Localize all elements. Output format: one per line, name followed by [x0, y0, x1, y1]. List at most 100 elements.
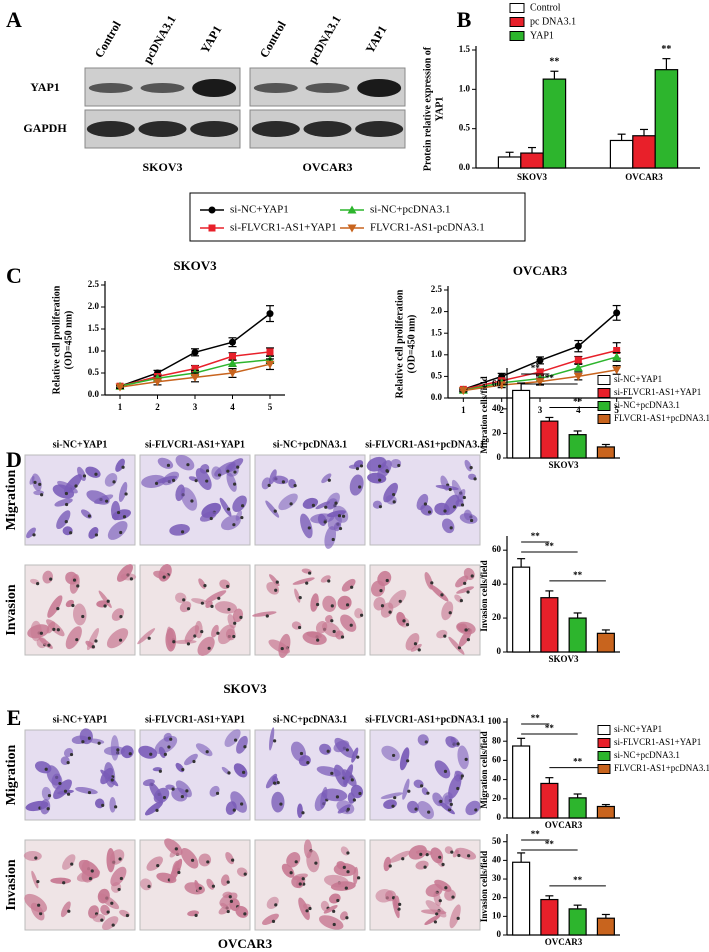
cell-blob: [341, 578, 356, 592]
cell-dot: [71, 603, 75, 608]
cell-blob: [110, 500, 121, 521]
cell-dot: [433, 920, 437, 924]
cell-dot: [232, 808, 236, 812]
x-axis-label: OVCAR3: [545, 937, 583, 947]
y-axis-label: Migration cells/field: [479, 376, 489, 453]
legend-swatch: [597, 414, 611, 424]
cell-dot: [378, 505, 383, 509]
bar: [540, 782, 559, 819]
cell-dot: [64, 502, 69, 507]
cell-dot: [305, 909, 309, 913]
cell-blob: [118, 481, 128, 502]
cell-dot: [206, 860, 210, 864]
significance: **: [531, 829, 541, 839]
cell-blob: [153, 787, 170, 804]
cell-dot: [215, 791, 220, 795]
cell-dot: [106, 910, 110, 914]
y-tick-label: 20: [492, 892, 502, 902]
point: [573, 372, 583, 381]
cell-blob: [405, 632, 420, 651]
cell-dot: [56, 606, 60, 611]
cell-dot: [391, 753, 396, 758]
cell-dot: [122, 515, 127, 519]
cell-blob: [107, 521, 128, 540]
cell-dot: [417, 648, 421, 652]
cell-dot: [449, 526, 453, 530]
cell-dot: [456, 786, 460, 791]
point: [574, 342, 582, 350]
cell-blob: [278, 493, 298, 511]
cell-blob: [40, 799, 51, 815]
legend-swatch: [597, 738, 611, 748]
x-tick-label: 5: [614, 405, 619, 415]
cell-dot: [438, 899, 442, 903]
error-bar: [601, 913, 610, 919]
cell-dot: [305, 581, 309, 585]
cell-blob: [444, 795, 453, 810]
cell-dot: [33, 480, 37, 484]
cell-blob: [396, 611, 406, 626]
cell-line-label: SKOV3: [223, 681, 267, 696]
cell-blob: [271, 791, 285, 813]
blot-band: [253, 83, 298, 93]
y-tick-label: 0.0: [431, 392, 443, 402]
cell-dot: [272, 781, 277, 785]
cell-dot: [378, 464, 382, 468]
cell-dot: [190, 858, 195, 862]
cell-dot: [231, 858, 235, 862]
cell-dot: [271, 919, 276, 923]
cell-dot: [340, 635, 345, 639]
cell-dot: [163, 752, 167, 757]
panel-letter: C: [6, 263, 22, 288]
legend-label: si-NC+pcDNA3.1: [370, 204, 450, 216]
cell-blob: [318, 915, 344, 930]
cell-dot: [239, 615, 243, 619]
cell-dot: [457, 646, 462, 650]
cell-dot: [316, 638, 320, 642]
y-tick-label: 1.0: [431, 349, 443, 359]
cell-blob: [230, 791, 247, 813]
significance: **: [573, 397, 583, 407]
cell-dot: [397, 463, 401, 468]
y-tick-label: 10: [492, 910, 502, 920]
cell-dot: [456, 742, 460, 746]
cell-blob: [324, 526, 337, 549]
bar: [520, 152, 544, 169]
cell-dot: [293, 484, 297, 488]
cell-dot: [233, 470, 237, 474]
y-axis-label: Invasion cells/field: [479, 851, 489, 922]
cell-dot: [32, 533, 36, 537]
cell-blob: [252, 611, 277, 617]
point: [228, 369, 237, 378]
legend-label: FLVCR1-AS1-pcDNA3.1: [370, 222, 485, 234]
cell-blob: [51, 773, 63, 790]
cell-dot: [226, 507, 231, 511]
cell-dot: [226, 909, 230, 914]
cell-blob: [220, 515, 241, 531]
cell-dot: [426, 791, 430, 795]
cell-dot: [167, 745, 171, 749]
error-bar: [517, 737, 526, 746]
cell-blob: [165, 627, 177, 652]
cell-dot: [124, 492, 128, 496]
error-bar: [573, 793, 582, 798]
legend-label: si-NC+YAP1: [614, 724, 662, 734]
blot-band: [140, 83, 185, 93]
cell-dot: [87, 790, 92, 795]
cell-dot: [110, 901, 114, 905]
cell-dot: [350, 778, 354, 782]
cell-dot: [69, 531, 73, 535]
point: [229, 352, 236, 360]
y-axis-label: Protein relative expression of: [422, 46, 433, 171]
y-tick-label: 0.5: [88, 367, 100, 377]
cell-blob: [219, 892, 238, 907]
cell-dot: [87, 514, 91, 518]
significance: **: [573, 570, 583, 580]
column-header: si-NC+pcDNA3.1: [273, 439, 347, 450]
blot-band: [305, 83, 350, 93]
cell-dot: [229, 899, 234, 903]
legend-label: FLVCR1-AS1+pcDNA3.1: [614, 763, 709, 773]
cell-dot: [39, 912, 43, 916]
legend-label: si-NC+YAP1: [614, 374, 662, 384]
y-axis-label: Migration cells/field: [479, 731, 489, 808]
